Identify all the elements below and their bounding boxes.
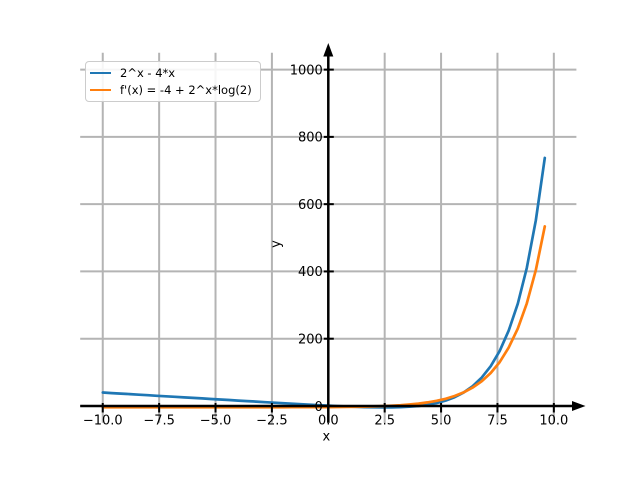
series-line-0 xyxy=(101,156,547,409)
legend-item: 2^x - 4*x xyxy=(90,66,252,80)
x-tick-label: −2.5 xyxy=(256,414,288,429)
x-axis-label: x xyxy=(322,430,330,445)
y-tick-label: 800 xyxy=(298,131,323,146)
legend-label: f'(x) = -4 + 2^x*log(2) xyxy=(120,83,252,97)
x-tick-label: −7.5 xyxy=(143,414,175,429)
y-tick-label: 0 xyxy=(315,400,323,415)
y-axis-label: y xyxy=(269,240,284,248)
x-tick-label: 5.0 xyxy=(431,414,452,429)
x-tick-label: 2.5 xyxy=(374,414,395,429)
legend-line-sample xyxy=(90,72,111,74)
y-tick-label: 1000 xyxy=(290,63,323,78)
x-tick-label: 0.0 xyxy=(318,414,339,429)
y-tick-label: 600 xyxy=(298,198,323,213)
x-axis-arrow-icon xyxy=(572,400,586,411)
x-tick-label: −10.0 xyxy=(83,414,123,429)
legend-line-sample xyxy=(90,89,111,91)
legend: 2^x - 4*x f'(x) = -4 + 2^x*log(2) xyxy=(85,61,261,102)
y-tick-label: 200 xyxy=(298,333,323,348)
legend-label: 2^x - 4*x xyxy=(120,66,176,80)
x-tick-label: 7.5 xyxy=(487,414,508,429)
x-tick-label: −5.0 xyxy=(200,414,232,429)
y-tick-label: 400 xyxy=(298,265,323,280)
x-tick-label: 10.0 xyxy=(539,414,568,429)
y-axis-arrow-icon xyxy=(323,43,334,57)
legend-item: f'(x) = -4 + 2^x*log(2) xyxy=(90,83,252,97)
